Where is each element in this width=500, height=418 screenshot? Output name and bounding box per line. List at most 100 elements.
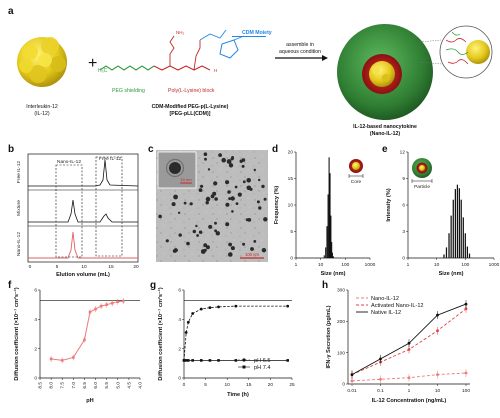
tem-particle (183, 201, 187, 205)
data-point (436, 373, 439, 376)
x-tick-label: 1000 (489, 262, 500, 268)
scale-inset: 10 nm (180, 177, 192, 182)
x-tick-label: 1000 (365, 262, 376, 268)
panel-f-xlabel: pH (86, 398, 93, 404)
panel-f-xticks: 8.5 8.0 7.5 7.0 6.5 6.0 5.5 5.0 4.5 4.0 (38, 378, 144, 389)
svg-text:NH₂: NH₂ (176, 30, 184, 35)
data-point (407, 376, 411, 380)
bar (452, 199, 454, 258)
panel-d-xticks: 1 10 100 1000 (295, 258, 376, 268)
tem-particle (172, 249, 177, 253)
y-tick-label: 3 (402, 229, 405, 235)
panel-h-xlabel: IL-12 Concentration (ng/mL) (372, 398, 447, 404)
tem-particle (196, 234, 200, 237)
data-point (436, 329, 439, 333)
tem-particle (250, 247, 254, 251)
panel-g-legend: pH 6.5 pH 7.4 (238, 358, 270, 371)
bar (323, 255, 325, 258)
tem-particle (214, 229, 218, 233)
panel-h-ylabel: IFN-γ Secretion (pg/mL) (326, 305, 332, 368)
data-point (407, 341, 411, 345)
x-tick-label: 10 (434, 262, 440, 268)
panel-b-xticks: 0 5 10 15 20 (29, 264, 139, 270)
tem-particle (208, 224, 213, 229)
x-tick-label: 10 (318, 262, 324, 268)
trace-free (28, 159, 139, 187)
bar (468, 253, 471, 258)
panel-label-e: e (382, 144, 388, 155)
polymer-name: CDM-Modified PEG-p(L-Lysine) (152, 104, 229, 110)
x-tick-label: 100 (341, 262, 349, 268)
tem-particle (212, 191, 217, 196)
svg-text:15: 15 (108, 264, 114, 270)
trace-mixture (28, 199, 138, 223)
data-point (116, 300, 120, 304)
tem-particle (231, 210, 234, 213)
data-point (187, 359, 190, 362)
tem-particle (246, 185, 252, 191)
tem-particle (230, 246, 235, 251)
tem-particle (261, 184, 265, 189)
data-point (94, 307, 97, 311)
il12-name: Interleukin-12 (26, 104, 58, 110)
tem-particle (239, 159, 243, 163)
tem-particle (203, 152, 208, 156)
tem-particle (237, 192, 242, 197)
legend-label: Activated Nano-IL-12 (371, 303, 424, 309)
tem-particle (205, 201, 209, 205)
nano-name: IL-12-based nanocytokine (353, 124, 417, 130)
tem-particle (253, 240, 257, 243)
x-tick-label: 4.5 (126, 382, 132, 389)
tem-particle (189, 202, 193, 206)
series-line (183, 305, 288, 361)
y-tick-label: 6 (34, 288, 37, 294)
y-tick-label: 200 (337, 319, 345, 325)
y-tick-label: 15 (288, 176, 294, 182)
x-tick-label: 1 (295, 262, 298, 268)
tem-particle (203, 243, 208, 248)
data-point (99, 304, 103, 308)
panel-label-f: f (8, 280, 12, 291)
x-tick-label: 15 (246, 382, 252, 388)
panel-e-xlabel: Size (nm) (439, 271, 464, 277)
data-point (217, 359, 220, 362)
svg-text:20: 20 (133, 264, 139, 270)
data-point (191, 359, 194, 362)
bar (456, 184, 459, 258)
data-point (199, 359, 203, 362)
x-tick-label: 6.5 (82, 382, 88, 389)
panel-g-ylabel: Diffusion coefficient (×10⁻⁷ cm²s⁻¹) (157, 287, 164, 380)
tem-particle (230, 196, 235, 201)
tem-particle (195, 224, 198, 228)
tem-particle (225, 180, 230, 185)
tem-particle (234, 185, 238, 189)
tem-particle (215, 231, 220, 236)
data-point (191, 312, 195, 315)
tem-particle (228, 163, 234, 168)
svg-text:H₃C: H₃C (98, 68, 108, 74)
data-point (49, 357, 53, 361)
bar (326, 226, 328, 258)
data-point (72, 356, 75, 359)
data-point (199, 307, 203, 311)
tem-particle (263, 217, 268, 222)
data-point (350, 373, 354, 376)
particle-label: Particle (414, 184, 430, 190)
data-point (350, 379, 354, 383)
bar (448, 233, 450, 258)
legend-ph65: pH 6.5 (254, 358, 270, 364)
y-tick-label: 0 (290, 256, 293, 262)
tem-particle (214, 197, 218, 201)
tem-particle (242, 242, 246, 246)
bar (464, 233, 466, 258)
plus-sign: + (88, 55, 97, 72)
data-point (379, 357, 382, 361)
panel-label-d: d (272, 144, 278, 155)
data-point (234, 304, 238, 308)
pll-label: Poly(L-Lysine) block (168, 88, 215, 94)
y-tick-label: 6 (178, 288, 181, 294)
panel-e-yticks: 0 3 6 9 12 (400, 150, 408, 262)
y-tick-label: 2 (178, 346, 181, 352)
core-label: Core (351, 179, 362, 185)
